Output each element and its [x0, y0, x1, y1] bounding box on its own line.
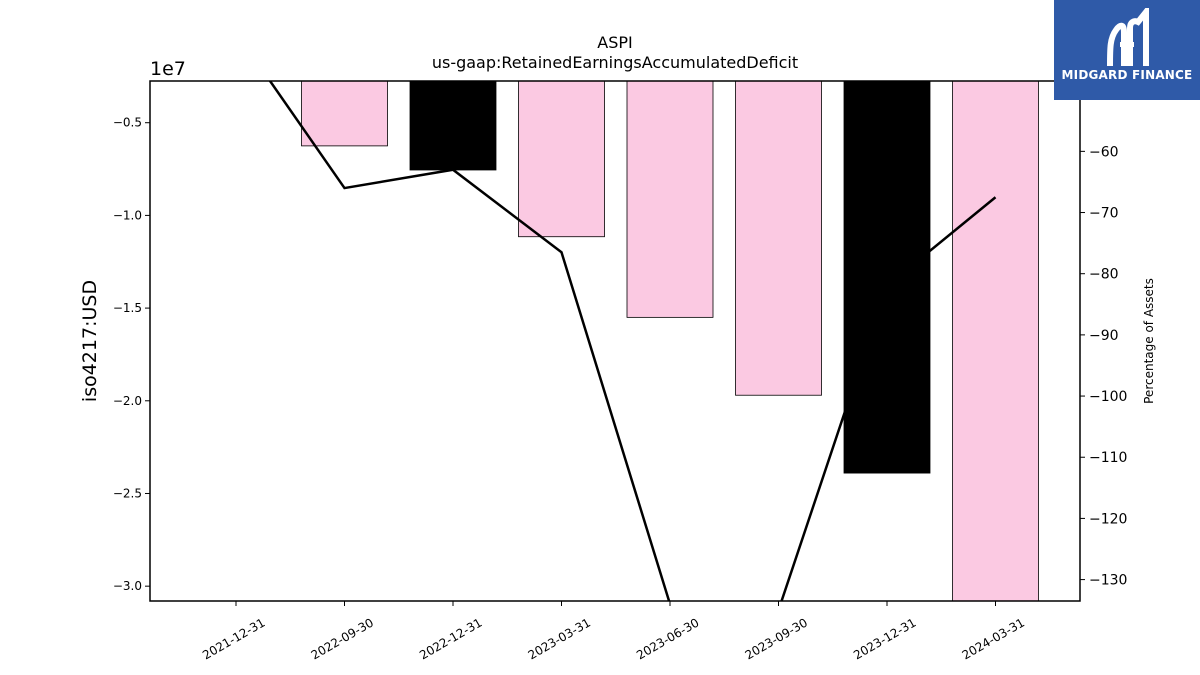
line-layer	[268, 81, 997, 601]
y2-tick-label: −120	[1089, 511, 1127, 527]
x-tick-label: 2023-09-30	[743, 615, 810, 662]
bar	[193, 30, 279, 63]
chart-title: ASPI	[597, 33, 632, 52]
bar	[409, 81, 497, 171]
bar	[735, 81, 822, 396]
plot-frame	[149, 80, 1081, 602]
y-tick-label: −0.5	[113, 116, 142, 130]
x-tick-label: 2022-12-31	[417, 615, 484, 662]
series-line	[268, 81, 997, 601]
bar	[843, 81, 931, 474]
bar	[301, 81, 388, 147]
logo-mark-icon	[1107, 8, 1149, 67]
y-tick-label: −1.5	[113, 301, 142, 315]
bar	[952, 81, 1039, 601]
x-tick-label: 2024-03-31	[960, 615, 1027, 662]
y-scale-label: 1e7	[150, 58, 186, 80]
logo-text: MIDGARD FINANCE	[1061, 68, 1193, 82]
chart-subtitle: us-gaap:RetainedEarningsAccumulatedDefic…	[432, 53, 798, 72]
y2-tick-label: −80	[1089, 267, 1119, 283]
x-tick-label: 2021-12-31	[200, 615, 267, 662]
x-tick-label: 2023-06-30	[634, 615, 701, 662]
y2-tick-label: −130	[1089, 573, 1127, 589]
y-tick-label: −2.0	[113, 394, 142, 408]
x-tick-label: 2022-09-30	[309, 615, 376, 662]
bars-layer	[193, 30, 1039, 601]
y2-tick-label: −90	[1089, 328, 1119, 344]
y-tick-label: −2.5	[113, 486, 142, 500]
y2-axis-label: Percentage of Assets	[1142, 278, 1156, 404]
bar	[518, 81, 605, 238]
y-tick-label: −1.0	[113, 208, 142, 222]
brand-logo: MIDGARD FINANCE	[1054, 0, 1200, 100]
x-tick-label: 2023-12-31	[851, 615, 918, 662]
x-tick-label: 2023-03-31	[526, 615, 593, 662]
y2-tick-label: −100	[1089, 389, 1127, 405]
y2-tick-label: −110	[1089, 450, 1127, 466]
y2-tick-label: −70	[1089, 206, 1119, 222]
y2-tick-label: −60	[1089, 144, 1119, 160]
bar	[626, 81, 714, 318]
y-axis-label: iso4217:USD	[79, 280, 101, 402]
y-tick-label: −3.0	[113, 579, 142, 593]
